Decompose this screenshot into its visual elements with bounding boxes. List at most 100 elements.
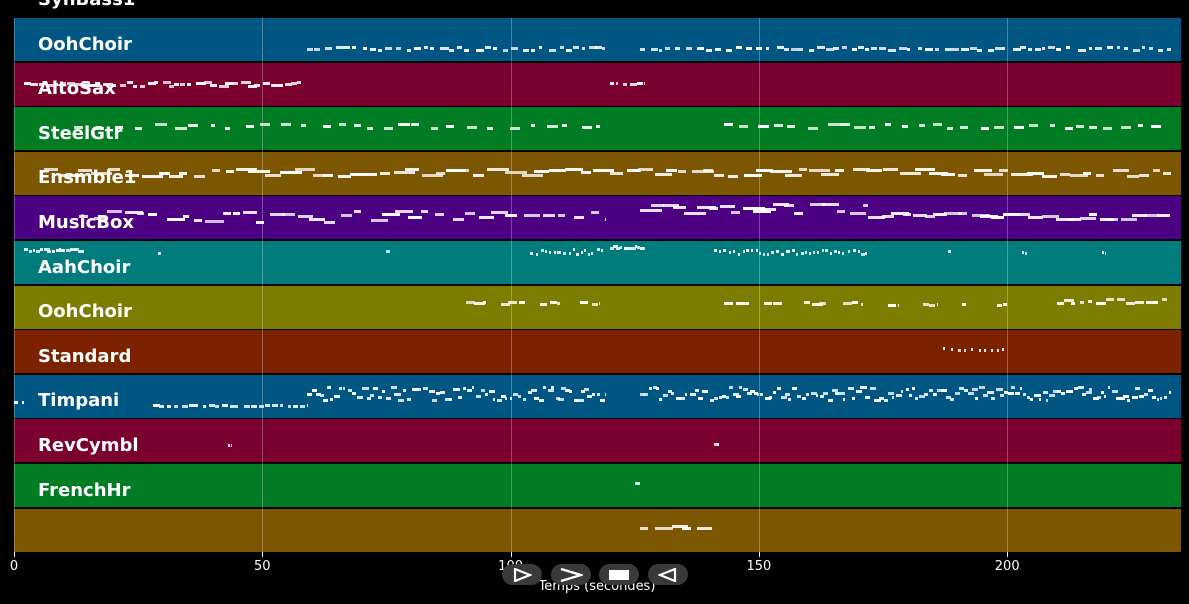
note-mark: [45, 83, 55, 87]
note-mark: [259, 123, 270, 127]
note-mark: [592, 392, 595, 396]
note-mark: [851, 300, 859, 304]
stop-button[interactable]: [599, 564, 639, 585]
note-mark: [316, 392, 322, 396]
track-lane[interactable]: [14, 330, 1181, 374]
note-mark: [957, 212, 967, 216]
note-mark: [1138, 124, 1144, 128]
track-lane[interactable]: [14, 285, 1181, 329]
note-mark: [1056, 218, 1074, 222]
track-lane[interactable]: [14, 464, 1181, 507]
note-mark: [746, 391, 753, 395]
note-mark: [835, 391, 839, 395]
note-mark: [851, 48, 858, 51]
note-mark: [832, 47, 839, 50]
note-mark: [673, 206, 686, 210]
note-mark: [729, 385, 734, 389]
note-mark: [1107, 385, 1111, 389]
note-mark: [1019, 386, 1023, 390]
note-mark: [843, 301, 853, 305]
note-mark: [620, 246, 623, 249]
track-lane[interactable]: [14, 107, 1181, 151]
note-mark: [1085, 390, 1093, 394]
note-mark: [821, 249, 824, 252]
note-mark: [581, 170, 591, 174]
note-mark: [727, 174, 739, 178]
note-mark: [980, 215, 999, 219]
note-mark: [1112, 168, 1129, 172]
note-mark: [1056, 301, 1064, 305]
note-mark: [1053, 389, 1057, 393]
note-mark: [1070, 301, 1075, 305]
note-mark: [771, 251, 774, 254]
note-mark: [901, 125, 908, 129]
note-mark: [549, 168, 567, 172]
note-mark: [638, 167, 654, 171]
note-mark: [650, 48, 659, 51]
note-mark: [1077, 385, 1084, 389]
note-mark: [119, 83, 126, 87]
note-mark: [1106, 46, 1114, 49]
track-lane[interactable]: [14, 374, 1181, 418]
note-mark: [750, 389, 756, 393]
note-mark: [222, 403, 228, 407]
track-lane[interactable]: [14, 419, 1181, 463]
note-mark: [94, 81, 101, 85]
note-mark: [855, 389, 862, 393]
note-mark: [868, 126, 876, 130]
note-mark: [816, 251, 819, 254]
note-mark: [395, 210, 413, 214]
note-mark: [166, 218, 186, 222]
note-mark: [924, 48, 934, 51]
note-mark: [1092, 396, 1099, 400]
track-lane[interactable]: [14, 241, 1181, 284]
note-mark: [250, 404, 257, 408]
note-mark: [639, 526, 648, 530]
track-lane[interactable]: [14, 18, 1181, 61]
note-mark: [1143, 392, 1149, 396]
note-mark: [671, 524, 689, 528]
note-mark: [59, 81, 66, 85]
note-mark: [66, 81, 76, 85]
rewind-button[interactable]: [648, 564, 688, 585]
note-mark: [903, 213, 912, 217]
note-mark: [900, 389, 903, 393]
note-mark: [983, 393, 988, 397]
note-mark: [548, 251, 551, 254]
note-mark: [1126, 398, 1130, 402]
note-mark: [871, 47, 878, 50]
note-mark: [1023, 392, 1027, 396]
note-mark: [36, 250, 41, 253]
note-mark: [340, 214, 353, 218]
note-mark: [465, 300, 476, 304]
note-mark: [776, 250, 780, 253]
note-mark: [94, 127, 105, 131]
track-lane[interactable]: [14, 151, 1181, 195]
note-mark: [519, 300, 526, 304]
track-lane[interactable]: [14, 508, 1181, 552]
play-forward-button[interactable]: [502, 564, 542, 585]
fast-forward-button[interactable]: [551, 564, 591, 585]
note-mark: [1025, 252, 1028, 255]
note-mark: [215, 404, 219, 408]
note-mark: [475, 49, 485, 52]
note-mark: [370, 48, 376, 51]
note-mark: [912, 214, 927, 218]
note-mark: [1120, 126, 1132, 130]
note-mark: [517, 394, 521, 398]
note-mark: [783, 204, 794, 208]
note-mark: [934, 48, 940, 51]
note-mark: [991, 216, 1004, 220]
note-mark: [955, 391, 960, 395]
note-mark: [1149, 47, 1154, 50]
note-mark: [322, 173, 333, 177]
note-mark: [1082, 171, 1092, 175]
note-mark: [917, 47, 923, 50]
track-lane[interactable]: [14, 62, 1181, 106]
note-mark: [563, 252, 566, 255]
track-lane[interactable]: [14, 196, 1181, 240]
note-mark: [829, 252, 832, 255]
grid-line: [758, 18, 760, 552]
note-mark: [773, 390, 777, 394]
note-mark: [61, 249, 65, 252]
